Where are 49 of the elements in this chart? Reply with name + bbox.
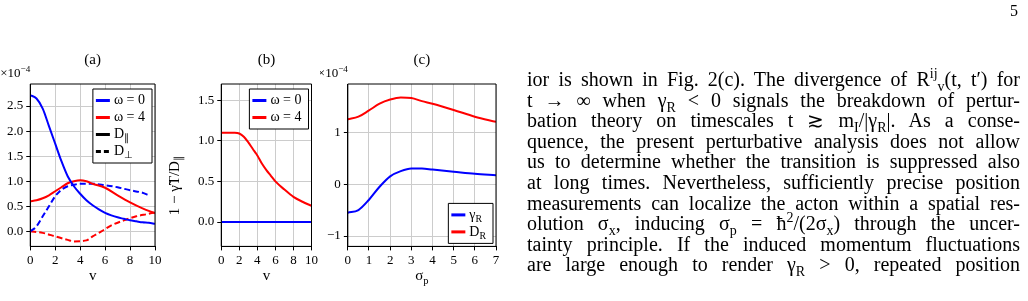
y-tick-label: 0.5 xyxy=(7,197,24,213)
y-tick-label: 1.0 xyxy=(198,132,215,148)
line-series xyxy=(347,96,496,123)
chart-title: (c) xyxy=(413,50,431,68)
legend-label: D∥ xyxy=(113,126,129,145)
x-axis-title: v xyxy=(88,267,97,284)
line-series xyxy=(347,167,496,214)
y-tick-label: 1.0 xyxy=(7,172,24,188)
chart-title: (b) xyxy=(257,50,276,68)
x-tick-label: 2 xyxy=(386,251,394,267)
legend-label: ω = 4 xyxy=(113,109,146,125)
y-tick-label: 1 xyxy=(334,123,341,139)
y-tick-label: 0 xyxy=(334,175,341,191)
x-tick-label: 4 xyxy=(254,251,262,267)
line-series xyxy=(221,131,312,207)
text: 5 xyxy=(1010,2,1018,20)
y-tick-label: 2.5 xyxy=(7,97,24,113)
legend-label: ω = 0 xyxy=(113,92,146,108)
legend-label: D⊥ xyxy=(113,143,133,161)
x-tick-label: 6 xyxy=(471,251,479,267)
x-tick-label: 6 xyxy=(272,251,280,267)
y-tick-label: 0.0 xyxy=(7,222,24,238)
x-tick-label: 10 xyxy=(305,251,318,267)
x-tick-label: 1 xyxy=(365,251,373,267)
legend-label: ω = 0 xyxy=(270,92,302,108)
x-tick-label: 8 xyxy=(126,251,134,267)
x-tick-label: 0 xyxy=(218,251,225,267)
y-tick-label: 0.0 xyxy=(198,213,215,229)
legend-label: ω = 4 xyxy=(270,109,302,125)
x-tick-label: 4 xyxy=(429,251,437,267)
y-tick-label: −1 xyxy=(326,227,341,243)
x-tick-label: 2 xyxy=(236,251,243,267)
x-tick-label: 0 xyxy=(344,251,352,267)
x-tick-label: 3 xyxy=(408,251,415,267)
x-tick-label: 4 xyxy=(76,251,84,267)
x-tick-label: 10 xyxy=(148,251,162,267)
y-tick-label: 2.0 xyxy=(7,122,24,138)
x-tick-label: 5 xyxy=(450,251,457,267)
x-axis-title: v xyxy=(262,267,271,284)
y-tick-label: 1.5 xyxy=(7,147,24,163)
x-tick-label: 0 xyxy=(27,251,34,267)
x-tick-label: 7 xyxy=(492,251,500,267)
y-tick-label: 1.5 xyxy=(198,91,215,107)
x-tick-label: 8 xyxy=(290,251,297,267)
y-axis-title: 1 − γ̃T/D∥ xyxy=(165,155,186,216)
y-tick-label: 0.5 xyxy=(198,172,215,188)
x-tick-label: 2 xyxy=(51,251,59,267)
chart-title: (a) xyxy=(84,50,101,68)
x-tick-label: 6 xyxy=(101,251,109,267)
